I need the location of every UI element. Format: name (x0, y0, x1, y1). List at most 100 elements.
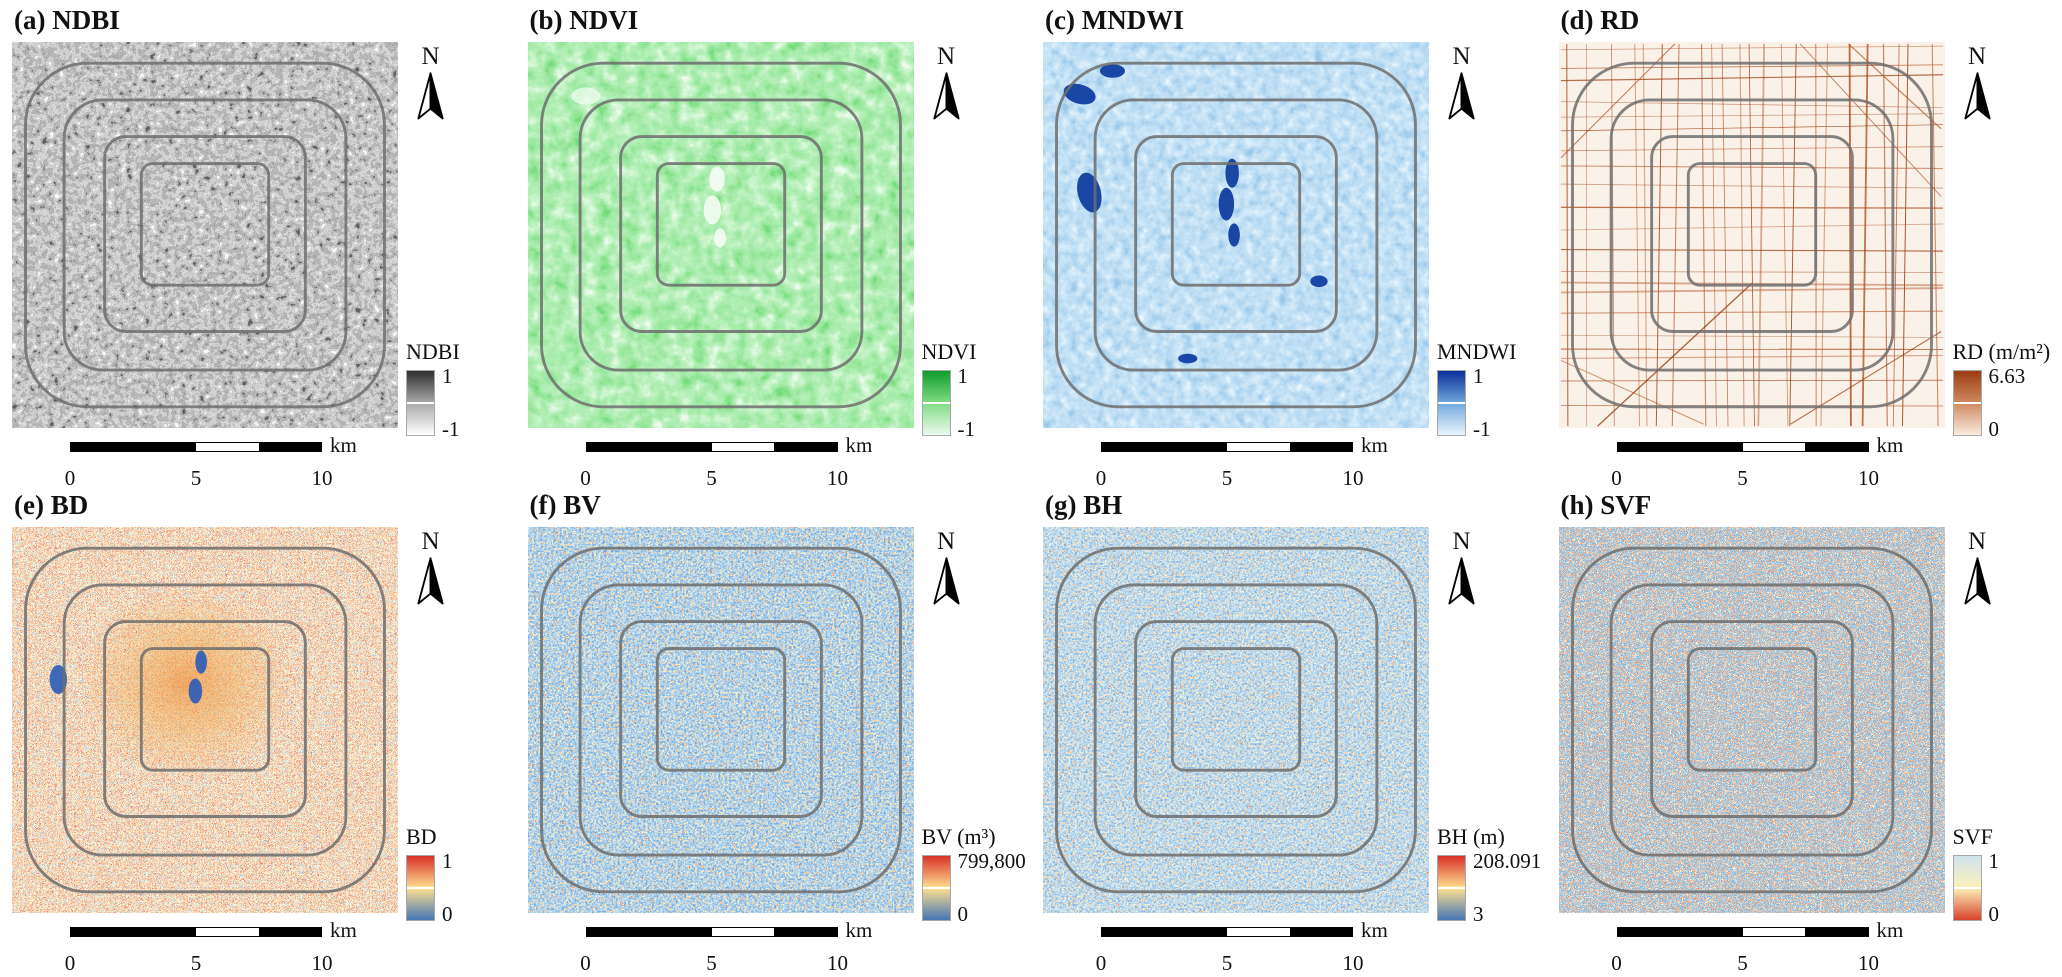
north-label: N (421, 529, 439, 554)
scale-bar: km 0 5 10 (1101, 927, 1401, 977)
legend-min-value: -1 (442, 419, 460, 440)
scale-bar-segment (259, 928, 322, 936)
map-canvas (528, 527, 914, 913)
legend: MNDWI 1 -1 (1437, 339, 1516, 436)
panel-sidebar: N MNDWI 1 -1 (1429, 42, 1544, 428)
map-panel-b: (b) NDVI N NDVI 1 (516, 0, 1032, 485)
legend-min-value: 0 (442, 904, 453, 925)
scale-bar-segment (1805, 928, 1868, 936)
legend-min-value: 3 (1473, 904, 1541, 925)
north-arrow: N (414, 529, 447, 607)
scale-bar-segments (70, 927, 322, 937)
scale-tick-10: 10 (1858, 951, 1879, 976)
map-panel-h: (h) SVF N SVF 1 0 (1547, 485, 2062, 971)
scale-bar-segments (70, 442, 322, 452)
scale-bar-segments (586, 927, 838, 937)
legend: NDBI 1 -1 (406, 339, 460, 436)
panel-body: N NDVI 1 -1 (528, 42, 1032, 428)
north-arrow-icon (1961, 71, 1994, 122)
scale-bar-segment (259, 443, 322, 451)
north-arrow-icon (930, 556, 963, 607)
legend-colorbar (406, 370, 435, 436)
north-label: N (1452, 529, 1470, 554)
map-panel-d: (d) RD N RD (m/m²) 6.63 (1547, 0, 2062, 485)
legend-values: 1 -1 (442, 370, 460, 436)
legend-max-value: 6.63 (1989, 366, 2026, 387)
legend-max-value: 1 (442, 851, 453, 872)
scale-tick-5: 5 (1737, 951, 1748, 976)
legend-max-value: 1 (1989, 851, 2000, 872)
north-arrow: N (930, 44, 963, 122)
legend-row: 208.091 3 (1437, 855, 1541, 921)
scale-bar-segments (1617, 927, 1869, 937)
scale-bar-line: km (586, 442, 886, 463)
legend-values: 1 0 (442, 855, 453, 921)
map-canvas (1559, 42, 1945, 428)
legend-row: 6.63 0 (1953, 370, 2051, 436)
panel-body: N RD (m/m²) 6.63 0 (1559, 42, 2062, 428)
north-arrow-icon (1961, 556, 1994, 607)
legend-row: 1 0 (1953, 855, 2000, 921)
panel-body: N BH (m) 208.091 3 (1043, 527, 1547, 913)
legend: BV (m³) 799,800 0 (922, 824, 1026, 921)
map-raster (528, 527, 914, 913)
scale-bar-line: km (70, 927, 370, 948)
panel-body: N MNDWI 1 -1 (1043, 42, 1547, 428)
scale-bar-segment (1805, 443, 1868, 451)
scale-tick-5: 5 (1222, 951, 1233, 976)
scale-bar-segment (1290, 443, 1353, 451)
scale-bar-segment (196, 928, 259, 936)
legend-max-value: 1 (958, 366, 976, 387)
north-arrow-icon (930, 71, 963, 122)
legend: BH (m) 208.091 3 (1437, 824, 1541, 921)
scale-tick-10: 10 (312, 951, 333, 976)
scale-tick-0: 0 (580, 951, 591, 976)
scale-bar-line: km (1101, 927, 1401, 948)
map-panel-f: (f) BV N BV (m³) 799,800 (516, 485, 1032, 971)
scale-unit: km (330, 435, 357, 456)
scale-bar-segments (1617, 442, 1869, 452)
scale-bar-line: km (586, 927, 886, 948)
north-label: N (421, 44, 439, 69)
scale-bar-line: km (1101, 442, 1401, 463)
panel-title: (d) RD (1561, 6, 2062, 36)
legend: RD (m/m²) 6.63 0 (1953, 339, 2051, 436)
scale-bar-segment (1618, 928, 1743, 936)
legend-min-value: 0 (1989, 419, 2026, 440)
scale-unit: km (1361, 920, 1388, 941)
legend-values: 208.091 3 (1473, 855, 1541, 921)
panel-title: (h) SVF (1561, 491, 2062, 521)
legend-title: NDBI (406, 339, 460, 365)
north-arrow: N (1445, 529, 1478, 607)
scale-bar-segment (774, 928, 837, 936)
scale-tick-0: 0 (1611, 951, 1622, 976)
legend-values: 6.63 0 (1989, 370, 2026, 436)
scale-unit: km (846, 920, 873, 941)
north-arrow: N (1445, 44, 1478, 122)
north-arrow-icon (1445, 556, 1478, 607)
panel-body: N NDBI 1 -1 (12, 42, 516, 428)
map-panel-e: (e) BD N BD 1 0 (0, 485, 516, 971)
scale-bar-segment (71, 928, 196, 936)
legend-row: 799,800 0 (922, 855, 1026, 921)
scale-bar-segment (587, 443, 712, 451)
legend-max-value: 1 (442, 366, 460, 387)
scale-bar-segment (1743, 928, 1806, 936)
legend-title: MNDWI (1437, 339, 1516, 365)
scale-bar-line: km (1617, 927, 1917, 948)
scale-bar-segment (1227, 443, 1290, 451)
scale-unit: km (1877, 435, 1904, 456)
scale-bar: km 0 5 10 (586, 927, 886, 977)
panel-title: (g) BH (1045, 491, 1547, 521)
scale-bar-segment (1102, 928, 1227, 936)
legend-title: NDVI (922, 339, 977, 365)
legend: BD 1 0 (406, 824, 453, 921)
legend-max-value: 799,800 (958, 851, 1026, 872)
map-canvas (528, 42, 914, 428)
scale-bar-line: km (1617, 442, 1917, 463)
legend-colorbar (1953, 855, 1982, 921)
scale-bar-segment (712, 443, 775, 451)
legend-values: 1 -1 (958, 370, 976, 436)
scale-bar-segment (1227, 928, 1290, 936)
north-label: N (1452, 44, 1470, 69)
